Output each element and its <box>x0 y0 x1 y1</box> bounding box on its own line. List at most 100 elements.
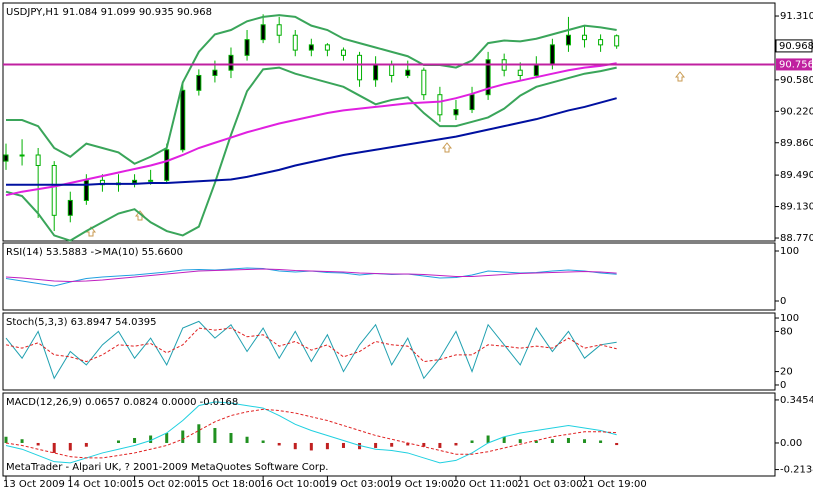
y-tick-label: 89.130 <box>780 202 813 213</box>
histogram-bar <box>390 442 394 447</box>
candle-body <box>148 179 154 182</box>
histogram-bar <box>165 433 169 443</box>
histogram-bar <box>197 424 201 443</box>
histogram-bar <box>470 440 474 443</box>
series-line <box>6 14 617 165</box>
histogram-bar <box>341 442 345 448</box>
candle-body <box>389 64 395 76</box>
histogram-bar <box>20 439 24 443</box>
histogram-bar <box>133 437 137 443</box>
histogram-bar <box>325 442 329 450</box>
candle-body <box>35 154 41 166</box>
x-tick-label: 21 Oct 03:00 <box>517 479 582 490</box>
x-tick-label: 16 Oct 10:00 <box>260 479 325 490</box>
candle-body <box>67 199 73 216</box>
y-tick-label: 91.310 <box>780 11 813 22</box>
x-tick-label: 21 Oct 19:00 <box>582 479 647 490</box>
histogram-bar <box>358 442 362 450</box>
panel-title: Stoch(5,3,3) 63.8947 54.0395 <box>6 317 157 328</box>
candle-body <box>357 54 363 81</box>
histogram-bar <box>599 440 603 443</box>
x-tick-label: 15 Oct 18:00 <box>196 479 261 490</box>
series-line <box>5 408 617 459</box>
price-level-box <box>776 58 812 71</box>
series-line <box>5 62 617 197</box>
candle-body <box>51 164 57 216</box>
y-tick-label: 89.860 <box>780 138 813 149</box>
histogram-bar <box>52 442 56 453</box>
series-line <box>5 66 617 242</box>
candle-body <box>308 44 314 51</box>
candle-body <box>340 49 346 56</box>
histogram-bar <box>502 436 506 443</box>
candle-body <box>292 34 298 51</box>
y-tick-label: 100 <box>780 313 799 324</box>
panel-title: USDJPY,H1 91.084 91.099 90.935 90.968 <box>6 7 212 18</box>
candle-body <box>614 35 620 47</box>
current-price-box <box>775 39 813 53</box>
x-tick-label: 19 Oct 19:00 <box>389 479 454 490</box>
candle-body <box>324 44 330 51</box>
histogram-bar <box>229 433 233 443</box>
candle-body <box>164 149 170 181</box>
panel-frame <box>2 2 776 242</box>
histogram-bar <box>374 442 378 448</box>
footer: MetaTrader - Alpari UK, ? 2001-2009 Meta… <box>6 462 328 473</box>
arrow <box>134 210 146 221</box>
candle-body <box>533 64 539 76</box>
histogram-bar <box>261 440 265 443</box>
histogram-bar <box>422 442 426 447</box>
histogram-bar <box>116 440 120 443</box>
histogram-bar <box>518 439 522 443</box>
y-tick-label: 100 <box>780 246 799 257</box>
y-tick-label: 80 <box>780 326 793 337</box>
histogram-bar <box>486 435 490 443</box>
histogram-bar <box>406 442 410 446</box>
series-line <box>5 320 617 380</box>
histogram-bar <box>566 437 570 443</box>
series-line <box>5 268 617 283</box>
histogram-bar <box>213 428 217 443</box>
candle-body <box>549 44 555 66</box>
series-line <box>5 327 617 363</box>
candle-body <box>260 24 266 41</box>
current-price-label: 90.968 <box>779 41 813 52</box>
arrow <box>674 71 686 82</box>
candle-body <box>565 34 571 46</box>
y-tick-label: 90.580 <box>780 75 813 86</box>
y-tick-label: -0.2134 <box>780 465 813 476</box>
histogram-bar <box>277 442 281 446</box>
y-tick-label: 0.3454 <box>780 395 813 406</box>
x-tick-label: 19 Oct 03:00 <box>324 479 389 490</box>
panel-title: MACD(12,26,9) 0.0657 0.0824 0.0000 -0.01… <box>6 397 238 408</box>
panel-frame <box>2 392 776 477</box>
candle-body <box>373 64 379 81</box>
histogram-bar <box>4 436 8 443</box>
histogram-bar <box>293 442 297 450</box>
y-tick-label: 0.00 <box>780 438 802 449</box>
x-tick-label: 20 Oct 11:00 <box>453 479 518 490</box>
x-tick-label: 13 Oct 2009 <box>3 479 65 490</box>
x-tick-label: 14 Oct 10:00 <box>67 479 132 490</box>
histogram-bar <box>181 430 185 443</box>
histogram-bar <box>36 442 40 446</box>
y-tick-label: 0 <box>780 380 786 391</box>
panel-title: RSI(14) 53.5883 ->MA(10) 55.6600 <box>6 247 183 258</box>
y-tick-label: 89.490 <box>780 170 813 181</box>
y-tick-label: 20 <box>780 367 793 378</box>
series-line <box>6 97 617 186</box>
candle-body <box>228 54 234 71</box>
candle-body <box>244 39 250 56</box>
series-line <box>5 401 617 464</box>
arrow <box>441 142 453 153</box>
candle-body <box>421 69 427 96</box>
histogram-bar <box>583 439 587 443</box>
histogram-bar <box>245 436 249 443</box>
candle-body <box>3 154 9 162</box>
candle-body <box>196 74 202 91</box>
y-tick-label: 88.770 <box>780 233 813 244</box>
histogram-bar <box>534 440 538 443</box>
candle-body <box>437 94 443 116</box>
histogram-bar <box>550 439 554 443</box>
